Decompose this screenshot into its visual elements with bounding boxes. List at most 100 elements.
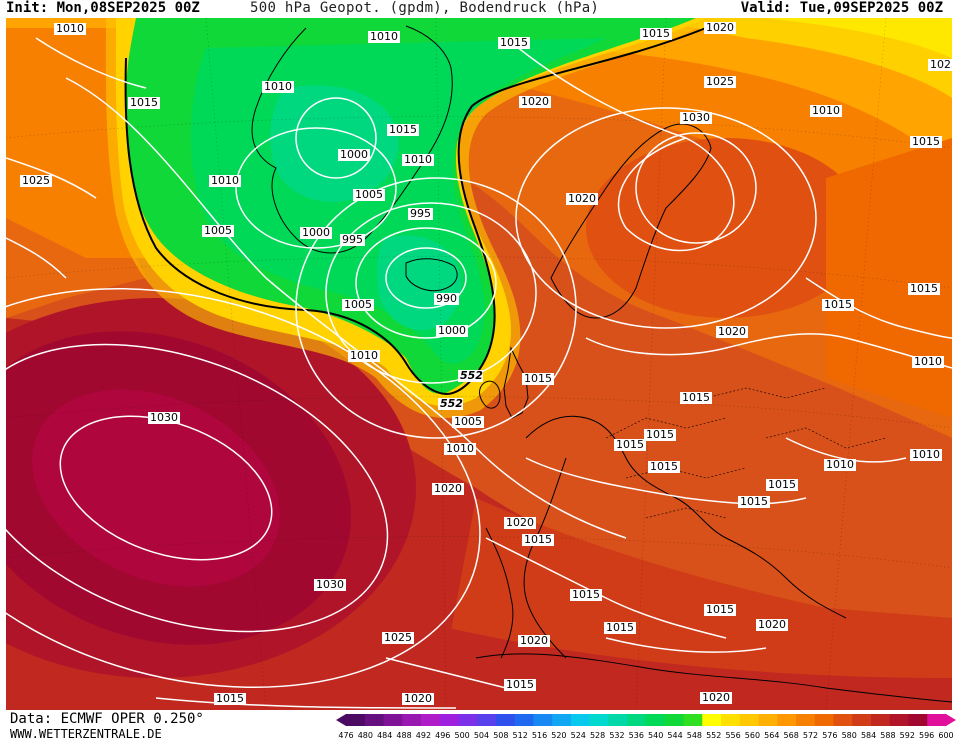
isobar-label-bg [704,604,736,616]
legend-tick-label: 488 [396,731,411,740]
weather-map: 1010 1015 1010 1015 1020 1025 1015 1020 1010 1000… [6,18,952,710]
isobar-label: 1000 [340,148,368,161]
legend-tick-label: 568 [784,731,799,740]
isobar-label: 1010 [370,30,398,43]
isobar-label-bg [519,96,551,108]
chart-title: 500 hPa Geopot. (gpdm), Bodendruck (hPa) [250,0,600,16]
isobar-label-bg [314,579,346,591]
isobar-label-bg [338,149,370,161]
isobar-label-bg [20,175,52,187]
chart-header: Init: Mon,08SEP2025 00Z 500 hPa Geopot. … [0,0,959,18]
contour-552 [124,27,707,396]
legend-swatch [833,714,853,726]
isobar-label-bg [716,326,748,338]
iceland-coast [405,258,458,292]
legend-swatch [908,714,928,726]
isobar-label-bg [700,692,732,704]
isobar-label: 1025 [22,174,50,187]
isobar-label: 1005 [204,224,232,237]
legend-swatch [402,714,422,726]
scandinavia-coast [550,123,712,319]
isobar-label-bg [300,227,332,239]
legend-swatch [683,714,703,726]
isobar-label: 1020 [706,21,734,34]
isobar-label-bg [458,370,483,382]
isobar-label: 1030 [682,111,710,124]
isobar-label: 1020 [758,618,786,631]
isobar-label: 1010 [812,104,840,117]
legend-tick-label: 504 [474,731,489,740]
isobar-label: 1015 [768,478,796,491]
legend-swatch [346,714,366,726]
legend-swatch [721,714,741,726]
isobar-label-bg [408,208,433,220]
legend-tick-label: 560 [745,731,760,740]
isobar-label: 1015 [824,298,852,311]
isobar-label: 1010 [350,349,378,362]
legend-swatch [533,714,553,726]
north-africa-coast [475,653,952,703]
chart-footer: Data: ECMWF OPER 0.250° WWW.WETTERZENTRA… [0,710,959,741]
isobar-label: 1020 [520,634,548,647]
isobar-label-bg [614,439,646,451]
legend-swatch [589,714,609,726]
isobar-label: 1015 [500,36,528,49]
color-legend: 476 480 484 488 492 496 500 504 508 512 516 520 524 5… [336,714,956,740]
isobar-label-bg [434,293,459,305]
legend-swatch [477,714,497,726]
isobar-label-bg [566,193,598,205]
height-contour-label: 552 [440,397,463,410]
isobar-label-bg [128,97,160,109]
isobar-label: 1025 [930,58,952,71]
legend-tick-label: 496 [435,731,450,740]
isobar-label: 1015 [130,96,158,109]
isobar-label-bg [340,234,365,246]
valid-time-label: Valid: Tue,09SEP2025 00Z [740,0,943,16]
country-borders [605,387,887,519]
isobar-label-bg [910,136,942,148]
legend-swatch [514,714,534,726]
field-band-yellow [646,18,952,98]
field-east-europe [826,138,952,418]
isobar-label-bg [908,283,940,295]
isobar-label-bg [262,81,294,93]
legend-swatch [664,714,684,726]
legend-tick-label: 564 [764,731,779,740]
legend-swatch [439,714,459,726]
isobar-label-bg [432,483,464,495]
legend-tick-label: 544 [667,731,682,740]
isobar-label-bg [704,76,736,88]
isobar-label: 1000 [438,324,466,337]
isobar-label-bg [680,112,712,124]
legend-swatch [702,714,722,726]
isobar-label: 1015 [740,495,768,508]
isobar-label: 1015 [216,692,244,705]
legend-tick-label: 548 [687,731,702,740]
legend-tick-label: 508 [493,731,508,740]
isobar-label-bg [382,632,414,644]
isobar-label-bg [214,693,246,705]
isobar-label: 1015 [642,27,670,40]
ireland-coast [479,380,501,409]
isobar-label: 1020 [404,692,432,705]
isobar-label: 1010 [264,80,292,93]
isobar-label-bg [928,59,952,71]
isobar-label-bg [522,373,554,385]
legend-tick-label: 536 [629,731,644,740]
field-band-yellow-ne [766,18,952,58]
height-contour-label: 552 [460,369,483,382]
legend-tick-label: 588 [880,731,895,740]
field-band-amber [6,18,952,168]
legend-arrow-right [946,714,956,726]
legend-swatch [758,714,778,726]
isobar-label-bg [766,479,798,491]
legend-tick-label: 480 [358,731,373,740]
isobar-label-bg [648,461,680,473]
isobar-label-bg [498,37,530,49]
isobar-label: 1020 [718,325,746,338]
legend-tick-label: 572 [803,731,818,740]
legend-swatch [458,714,478,726]
legend-swatch [739,714,759,726]
legend-swatch [571,714,591,726]
isobar-label-bg [912,356,944,368]
